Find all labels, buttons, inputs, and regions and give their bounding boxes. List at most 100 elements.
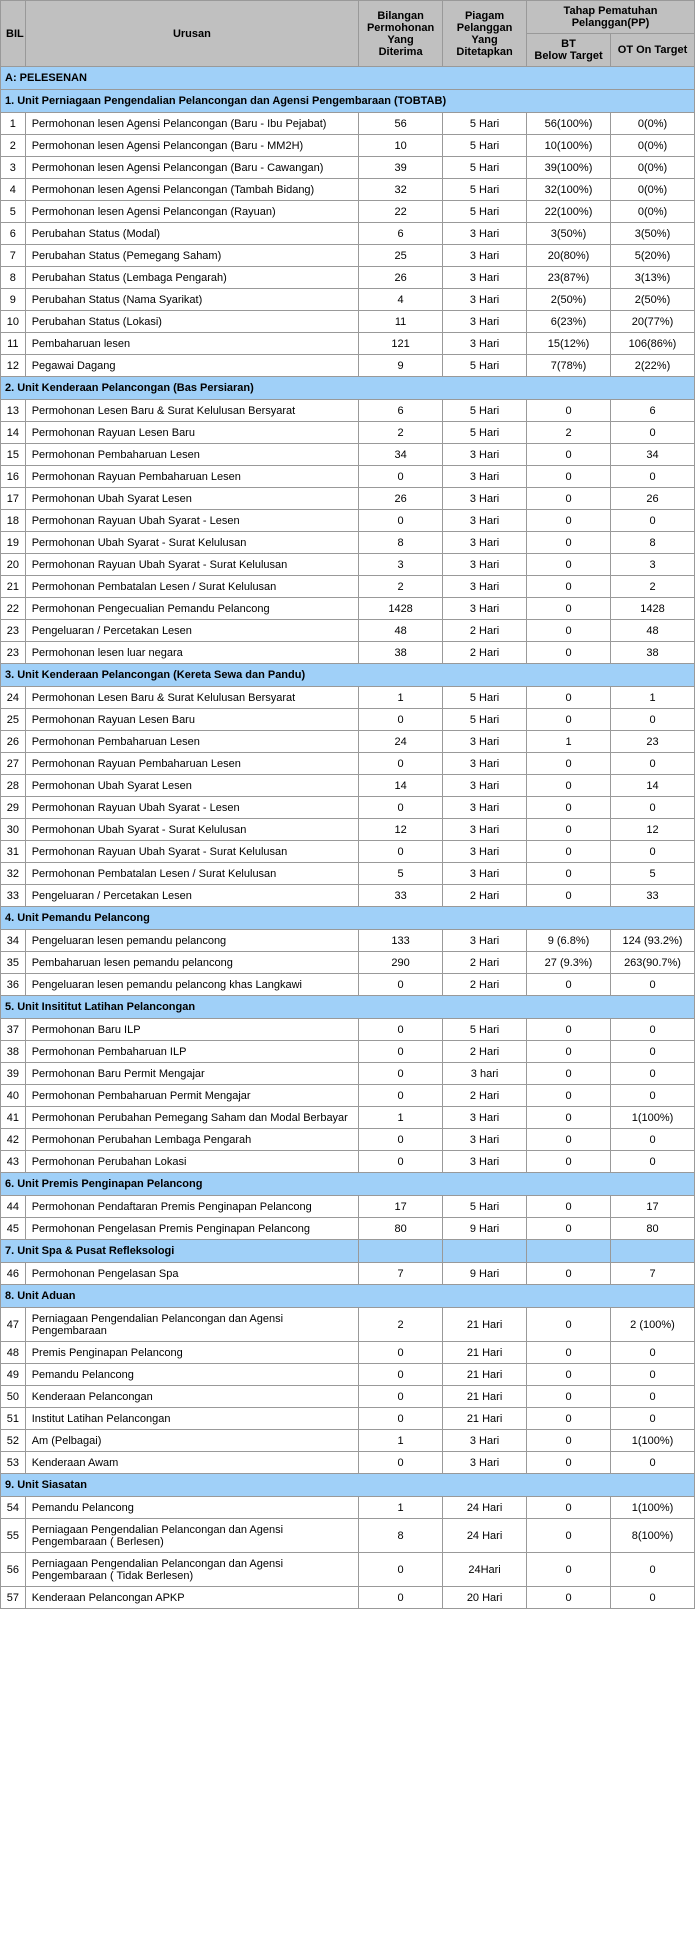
- cell-ot: 0: [611, 1452, 695, 1474]
- table-row: 26Permohonan Pembaharuan Lesen243 Hari12…: [1, 731, 695, 753]
- table-row: 18Permohonan Rayuan Ubah Syarat - Lesen 0…: [1, 510, 695, 532]
- cell-charter: 21 Hari: [443, 1342, 527, 1364]
- cell-urusan: Permohonan Ubah Syarat - Surat Kelulusan: [25, 819, 358, 841]
- cell-bil: 34: [1, 930, 26, 952]
- table-row: 19Permohonan Ubah Syarat - Surat Kelulus…: [1, 532, 695, 554]
- cell-applications: 39: [359, 157, 443, 179]
- cell-applications: 2: [359, 576, 443, 598]
- cell-ot: 106(86%): [611, 333, 695, 355]
- cell-applications: 6: [359, 223, 443, 245]
- subsection-header-empty: [443, 1240, 527, 1263]
- cell-applications: 26: [359, 267, 443, 289]
- cell-bil: 54: [1, 1497, 26, 1519]
- cell-bil: 12: [1, 355, 26, 377]
- cell-urusan: Permohonan Lesen Baru & Surat Kelulusan …: [25, 400, 358, 422]
- cell-charter: 3 Hari: [443, 532, 527, 554]
- cell-charter: 3 Hari: [443, 1129, 527, 1151]
- cell-bt: 3(50%): [527, 223, 611, 245]
- cell-bil: 49: [1, 1364, 26, 1386]
- subsection-header: 2. Unit Kenderaan Pelancongan (Bas Persi…: [1, 377, 695, 400]
- cell-charter: 5 Hari: [443, 135, 527, 157]
- table-row: 46 Permohonan Pengelasan Spa79 Hari07: [1, 1263, 695, 1285]
- cell-bil: 40: [1, 1085, 26, 1107]
- cell-charter: 5 Hari: [443, 157, 527, 179]
- cell-charter: 3 Hari: [443, 1107, 527, 1129]
- table-row: 54Pemandu Pelancong124 Hari01(100%): [1, 1497, 695, 1519]
- cell-charter: 2 Hari: [443, 1085, 527, 1107]
- cell-ot: 0: [611, 510, 695, 532]
- cell-bt: 0: [527, 1386, 611, 1408]
- cell-bil: 56: [1, 1553, 26, 1587]
- cell-urusan: Perubahan Status (Lembaga Pengarah): [25, 267, 358, 289]
- cell-bil: 43: [1, 1151, 26, 1173]
- cell-bt: 2: [527, 422, 611, 444]
- cell-charter: 3 hari: [443, 1063, 527, 1085]
- cell-urusan: Permohonan lesen Agensi Pelancongan (Bar…: [25, 157, 358, 179]
- cell-applications: 0: [359, 974, 443, 996]
- cell-urusan: Permohonan Rayuan Lesen Baru: [25, 709, 358, 731]
- cell-bt: 15(12%): [527, 333, 611, 355]
- table-header: BIL Urusan Bilangan Permohonan Yang Dite…: [1, 1, 695, 67]
- cell-applications: 9: [359, 355, 443, 377]
- subsection-header-empty: [611, 1240, 695, 1263]
- cell-urusan: Permohonan Ubah Syarat Lesen: [25, 775, 358, 797]
- cell-bil: 33: [1, 885, 26, 907]
- cell-urusan: Pengeluaran lesen pemandu pelancong khas…: [25, 974, 358, 996]
- table-row: 35Pembaharuan lesen pemandu pelancong290…: [1, 952, 695, 974]
- header-ot: OT On Target: [611, 34, 695, 67]
- cell-ot: 0: [611, 753, 695, 775]
- cell-charter: 3 Hari: [443, 488, 527, 510]
- cell-bil: 2: [1, 135, 26, 157]
- cell-bil: 21: [1, 576, 26, 598]
- cell-applications: 0: [359, 1364, 443, 1386]
- cell-ot: 124 (93.2%): [611, 930, 695, 952]
- cell-bil: 18: [1, 510, 26, 532]
- table-row: 5Permohonan lesen Agensi Pelancongan (Ra…: [1, 201, 695, 223]
- cell-urusan: Permohonan Pembaharuan Lesen: [25, 731, 358, 753]
- table-row: 51Institut Latihan Pelancongan021 Hari00: [1, 1408, 695, 1430]
- cell-bt: 0: [527, 620, 611, 642]
- cell-urusan: Permohonan Perubahan Lembaga Pengarah: [25, 1129, 358, 1151]
- cell-charter: 5 Hari: [443, 400, 527, 422]
- cell-bil: 13: [1, 400, 26, 422]
- table-row: 13Permohonan Lesen Baru & Surat Kelulusa…: [1, 400, 695, 422]
- table-row: 25 Permohonan Rayuan Lesen Baru05 Hari00: [1, 709, 695, 731]
- cell-bil: 4: [1, 179, 26, 201]
- cell-urusan: Permohonan Rayuan Ubah Syarat - Lesen: [25, 510, 358, 532]
- cell-ot: 33: [611, 885, 695, 907]
- cell-applications: 2: [359, 1308, 443, 1342]
- cell-urusan: Permohonan Rayuan Pembaharuan Lesen: [25, 466, 358, 488]
- cell-applications: 22: [359, 201, 443, 223]
- cell-ot: 0(0%): [611, 135, 695, 157]
- cell-bil: 52: [1, 1430, 26, 1452]
- table-row: 34Pengeluaran lesen pemandu pelancong133…: [1, 930, 695, 952]
- cell-charter: 5 Hari: [443, 709, 527, 731]
- cell-urusan: Permohonan Pendaftaran Premis Penginapan…: [25, 1196, 358, 1218]
- cell-applications: 48: [359, 620, 443, 642]
- cell-applications: 0: [359, 1019, 443, 1041]
- cell-bil: 53: [1, 1452, 26, 1474]
- table-row: 15Permohonan Pembaharuan Lesen343 Hari03…: [1, 444, 695, 466]
- section-header: A: PELESENAN: [1, 67, 695, 90]
- cell-bt: 0: [527, 444, 611, 466]
- cell-ot: 0: [611, 1085, 695, 1107]
- table-row: 40 Permohonan Pembaharuan Permit Mengaja…: [1, 1085, 695, 1107]
- cell-bil: 23: [1, 620, 26, 642]
- header-urusan: Urusan: [25, 1, 358, 67]
- cell-charter: 3 Hari: [443, 819, 527, 841]
- cell-bt: 0: [527, 1430, 611, 1452]
- cell-charter: 3 Hari: [443, 510, 527, 532]
- cell-urusan: Pengeluaran lesen pemandu pelancong: [25, 930, 358, 952]
- cell-ot: 1(100%): [611, 1497, 695, 1519]
- cell-applications: 14: [359, 775, 443, 797]
- cell-applications: 0: [359, 1408, 443, 1430]
- cell-bil: 25: [1, 709, 26, 731]
- cell-ot: 2(22%): [611, 355, 695, 377]
- cell-bil: 17: [1, 488, 26, 510]
- cell-applications: 0: [359, 709, 443, 731]
- cell-charter: 3 Hari: [443, 245, 527, 267]
- table-row: 17Permohonan Ubah Syarat Lesen263 Hari02…: [1, 488, 695, 510]
- cell-charter: 20 Hari: [443, 1587, 527, 1609]
- cell-bt: 0: [527, 1364, 611, 1386]
- table-row: 21Permohonan Pembatalan Lesen / Surat Ke…: [1, 576, 695, 598]
